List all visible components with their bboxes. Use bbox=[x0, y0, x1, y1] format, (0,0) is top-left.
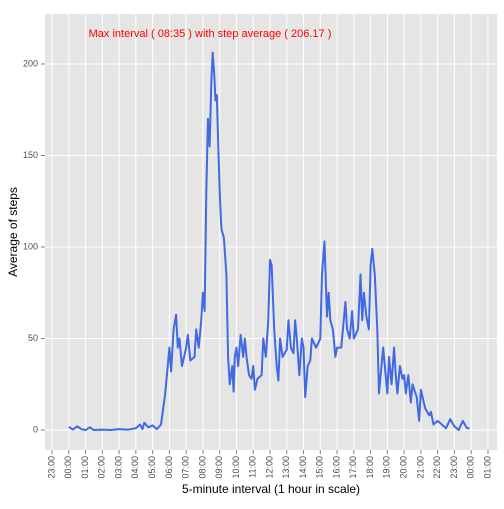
x-tick-label: 16:00 bbox=[331, 456, 341, 479]
y-tick-label: 100 bbox=[23, 241, 38, 251]
x-tick-label: 09:00 bbox=[214, 456, 224, 479]
x-tick-label: 21:00 bbox=[415, 456, 425, 479]
annotation: Max interval ( 08:35 ) with step average… bbox=[89, 28, 332, 40]
x-tick-label: 03:00 bbox=[113, 456, 123, 479]
x-tick-label: 11:00 bbox=[248, 456, 258, 478]
x-tick-label: 10:00 bbox=[231, 456, 241, 479]
x-tick-label: 17:00 bbox=[348, 456, 358, 479]
x-tick-label: 01:00 bbox=[482, 456, 492, 479]
x-tick-label: 05:00 bbox=[147, 456, 157, 479]
x-tick-label: 04:00 bbox=[130, 456, 140, 479]
x-tick-label: 18:00 bbox=[365, 456, 375, 479]
x-tick-label: 23:00 bbox=[449, 456, 459, 479]
x-axis-title: 5-minute interval (1 hour in scale) bbox=[182, 482, 360, 496]
x-tick-label: 12:00 bbox=[264, 456, 274, 479]
x-tick-label: 23:00 bbox=[46, 456, 56, 479]
y-tick-label: 200 bbox=[23, 58, 38, 68]
x-tick-label: 20:00 bbox=[398, 456, 408, 479]
x-tick-label: 19:00 bbox=[382, 456, 392, 479]
x-tick-label: 00:00 bbox=[466, 456, 476, 479]
y-tick-label: 150 bbox=[23, 150, 38, 160]
x-tick-label: 08:00 bbox=[197, 456, 207, 479]
data-line bbox=[68, 51, 470, 432]
x-tick-label: 14:00 bbox=[298, 456, 308, 479]
x-tick-label: 13:00 bbox=[281, 456, 291, 479]
y-axis-title: Average of steps bbox=[6, 187, 20, 277]
x-tick-label: 00:00 bbox=[63, 456, 73, 479]
panel bbox=[45, 14, 497, 450]
x-tick-label: 07:00 bbox=[181, 456, 191, 479]
y-tick-label: 50 bbox=[28, 333, 38, 343]
x-tick-label: 02:00 bbox=[97, 456, 107, 479]
x-tick-label: 22:00 bbox=[432, 456, 442, 479]
y-tick-label: 0 bbox=[33, 424, 38, 434]
x-tick-label: 15:00 bbox=[315, 456, 325, 479]
x-tick-label: 01:00 bbox=[80, 456, 90, 479]
x-tick-label: 06:00 bbox=[164, 456, 174, 479]
